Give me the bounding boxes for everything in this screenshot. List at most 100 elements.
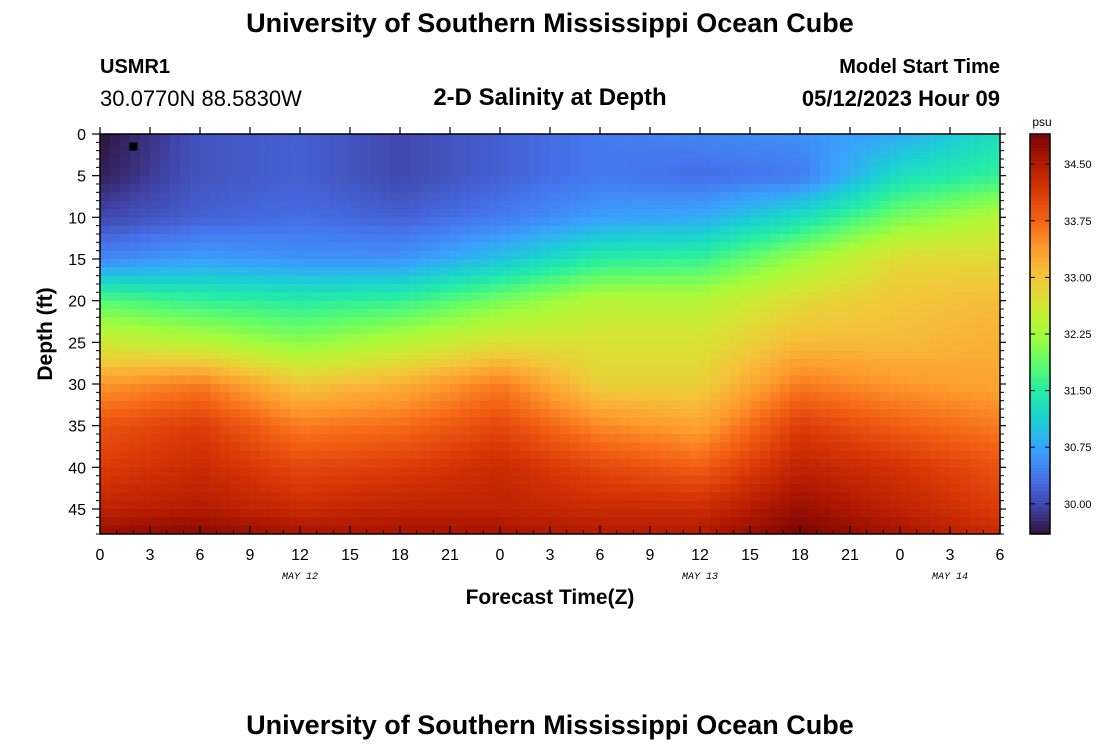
heatmap-cell [410,392,421,402]
heatmap-cell [570,342,581,352]
heatmap-cell [190,509,201,518]
heatmap-cell [430,450,441,460]
heatmap-cell [890,217,901,227]
heatmap-cell [590,517,601,527]
heatmap-cell [880,334,891,343]
heatmap-cell [450,392,461,402]
heatmap-cell [670,375,681,385]
heatmap-cell [410,217,421,227]
heatmap-cell [350,342,361,352]
heatmap-cell [630,517,641,527]
heatmap-cell [380,359,391,368]
heatmap-cell [490,350,501,360]
heatmap-cell [920,442,931,452]
x-tick-label: 6 [996,547,1005,564]
heatmap-cell [640,217,651,227]
heatmap-cell [430,225,441,235]
heatmap-cell [610,434,621,443]
heatmap-cell [560,517,571,527]
heatmap-cell [400,484,411,493]
heatmap-cell [120,242,131,252]
heatmap-cell [890,150,901,160]
heatmap-cell [240,192,251,202]
heatmap-cell [360,509,371,518]
heatmap-cell [160,400,171,410]
x-tick-label: 21 [841,547,859,564]
colorbar-band [1030,424,1050,428]
heatmap-cell [190,409,201,418]
colorbar-band [1030,524,1050,528]
heatmap-cell [610,367,621,377]
heatmap-cell [130,200,141,210]
heatmap-cell [280,509,291,518]
heatmap-cell [270,450,281,460]
heatmap-cell [400,200,411,210]
heatmap-cell [720,450,731,460]
heatmap-cell [920,375,931,385]
heatmap-cell [750,200,761,210]
heatmap-cell [370,425,381,435]
heatmap-cell [310,492,321,502]
heatmap-cell [520,317,531,327]
heatmap-cell [200,325,211,335]
heatmap-cell [330,184,341,193]
heatmap-cell [480,525,491,534]
heatmap-cell [360,200,371,210]
heatmap-cell [120,142,131,152]
heatmap-cell [950,492,961,502]
heatmap-cell [820,192,831,202]
heatmap-cell [950,417,961,427]
heatmap-cell [420,309,431,318]
heatmap-cell [460,225,471,235]
heatmap-cell [420,367,431,377]
heatmap-cell [170,200,181,210]
heatmap-cell [910,134,921,143]
heatmap-cell [800,267,811,277]
heatmap-cell [190,525,201,534]
heatmap-cell [320,242,331,252]
heatmap-cell [880,209,891,218]
heatmap-cell [760,492,771,502]
heatmap-cell [640,225,651,235]
heatmap-cell [910,200,921,210]
heatmap-cell [670,259,681,268]
heatmap-cell [680,267,691,277]
heatmap-cell [800,484,811,493]
heatmap-cell [360,342,371,352]
heatmap-cell [780,350,791,360]
heatmap-cell [920,284,931,293]
heatmap-cell [870,450,881,460]
heatmap-cell [840,425,851,435]
heatmap-cell [550,250,561,260]
heatmap-cell [210,292,221,302]
colorbar-band [1030,430,1050,435]
heatmap-cell [310,142,321,152]
colorbar-band [1030,137,1050,142]
heatmap-cell [680,192,691,202]
heatmap-cell [840,409,851,418]
heatmap-cell [200,250,211,260]
heatmap-cell [510,342,521,352]
heatmap-cell [530,500,541,510]
heatmap-cell [560,234,571,243]
heatmap-cell [550,134,561,143]
heatmap-cell [230,359,241,368]
heatmap-cell [620,442,631,452]
heatmap-cell [810,259,821,268]
heatmap-cell [140,342,151,352]
heatmap-cell [970,400,981,410]
heatmap-cell [930,475,941,485]
heatmap-cell [920,492,931,502]
heatmap-cell [540,159,551,168]
heatmap-cell [440,217,451,227]
heatmap-cell [140,292,151,302]
heatmap-cell [560,359,571,368]
heatmap-cell [460,425,471,435]
heatmap-cell [130,509,141,518]
heatmap-cell [170,500,181,510]
heatmap-cell [170,325,181,335]
heatmap-cell [490,334,501,343]
heatmap-cell [170,217,181,227]
heatmap-cell [270,242,281,252]
heatmap-cell [320,184,331,193]
